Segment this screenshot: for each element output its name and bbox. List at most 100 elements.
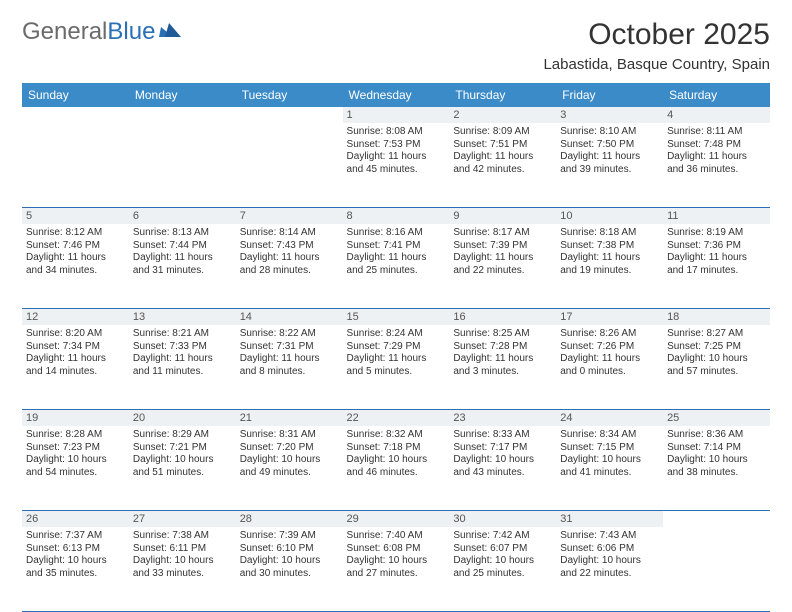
day-number: 11 [663,208,770,224]
day-detail: Sunrise: 8:27 AMSunset: 7:25 PMDaylight:… [663,325,770,409]
calendar-cell: 11Sunrise: 8:19 AMSunset: 7:36 PMDayligh… [663,208,770,309]
daylight1-text: Daylight: 11 hours [560,151,659,164]
sunset-text: Sunset: 7:31 PM [240,341,339,354]
sunset-text: Sunset: 7:14 PM [667,442,766,455]
day-number: 1 [343,107,450,123]
day-number: 10 [556,208,663,224]
sunrise-text: Sunrise: 8:16 AM [347,227,446,240]
calendar-cell [663,511,770,612]
daylight2-text: and 14 minutes. [26,366,125,379]
day-detail: Sunrise: 8:26 AMSunset: 7:26 PMDaylight:… [556,325,663,409]
sunrise-text: Sunrise: 8:25 AM [453,328,552,341]
day-detail: Sunrise: 7:42 AMSunset: 6:07 PMDaylight:… [449,527,556,611]
calendar-cell: 27Sunrise: 7:38 AMSunset: 6:11 PMDayligh… [129,511,236,612]
calendar-cell: 12Sunrise: 8:20 AMSunset: 7:34 PMDayligh… [22,309,129,410]
day-number: 6 [129,208,236,224]
calendar-cell [236,107,343,208]
sunset-text: Sunset: 7:43 PM [240,240,339,253]
day-detail: Sunrise: 8:10 AMSunset: 7:50 PMDaylight:… [556,123,663,207]
daylight1-text: Daylight: 10 hours [667,454,766,467]
day-number: 9 [449,208,556,224]
calendar-week-row: 19Sunrise: 8:28 AMSunset: 7:23 PMDayligh… [22,410,770,511]
daylight1-text: Daylight: 11 hours [560,252,659,265]
sunset-text: Sunset: 6:13 PM [26,543,125,556]
day-detail [22,111,129,195]
calendar-cell: 14Sunrise: 8:22 AMSunset: 7:31 PMDayligh… [236,309,343,410]
day-detail: Sunrise: 8:18 AMSunset: 7:38 PMDaylight:… [556,224,663,308]
daylight2-text: and 41 minutes. [560,467,659,480]
calendar-cell: 23Sunrise: 8:33 AMSunset: 7:17 PMDayligh… [449,410,556,511]
daylight2-text: and 3 minutes. [453,366,552,379]
calendar-cell: 1Sunrise: 8:08 AMSunset: 7:53 PMDaylight… [343,107,450,208]
day-detail: Sunrise: 8:32 AMSunset: 7:18 PMDaylight:… [343,426,450,510]
sunset-text: Sunset: 7:18 PM [347,442,446,455]
daylight1-text: Daylight: 10 hours [453,454,552,467]
day-detail: Sunrise: 8:24 AMSunset: 7:29 PMDaylight:… [343,325,450,409]
daylight1-text: Daylight: 11 hours [26,353,125,366]
brand-word1: General [22,18,107,46]
day-detail: Sunrise: 8:20 AMSunset: 7:34 PMDaylight:… [22,325,129,409]
sunrise-text: Sunrise: 8:13 AM [133,227,232,240]
day-number: 19 [22,410,129,426]
daylight2-text: and 22 minutes. [453,265,552,278]
daylight2-text: and 25 minutes. [453,568,552,581]
day-detail: Sunrise: 8:12 AMSunset: 7:46 PMDaylight:… [22,224,129,308]
day-number: 25 [663,410,770,426]
daylight2-text: and 39 minutes. [560,164,659,177]
calendar-table: Sunday Monday Tuesday Wednesday Thursday… [22,83,770,612]
calendar-cell: 7Sunrise: 8:14 AMSunset: 7:43 PMDaylight… [236,208,343,309]
daylight2-text: and 43 minutes. [453,467,552,480]
calendar-week-row: 5Sunrise: 8:12 AMSunset: 7:46 PMDaylight… [22,208,770,309]
calendar-cell: 16Sunrise: 8:25 AMSunset: 7:28 PMDayligh… [449,309,556,410]
daylight2-text: and 27 minutes. [347,568,446,581]
daylight1-text: Daylight: 10 hours [347,454,446,467]
sunset-text: Sunset: 7:34 PM [26,341,125,354]
day-detail: Sunrise: 8:33 AMSunset: 7:17 PMDaylight:… [449,426,556,510]
day-header: Sunday [22,83,129,107]
sunset-text: Sunset: 7:53 PM [347,139,446,152]
brand-mark-icon [159,18,185,46]
daylight2-text: and 19 minutes. [560,265,659,278]
day-detail: Sunrise: 8:28 AMSunset: 7:23 PMDaylight:… [22,426,129,510]
sunrise-text: Sunrise: 8:12 AM [26,227,125,240]
daylight1-text: Daylight: 10 hours [560,454,659,467]
calendar-week-row: 1Sunrise: 8:08 AMSunset: 7:53 PMDaylight… [22,107,770,208]
sunset-text: Sunset: 7:48 PM [667,139,766,152]
day-header: Thursday [449,83,556,107]
daylight2-text: and 38 minutes. [667,467,766,480]
day-number: 22 [343,410,450,426]
sunrise-text: Sunrise: 8:10 AM [560,126,659,139]
daylight2-text: and 31 minutes. [133,265,232,278]
calendar-cell: 8Sunrise: 8:16 AMSunset: 7:41 PMDaylight… [343,208,450,309]
day-number: 23 [449,410,556,426]
brand-word2: Blue [107,18,155,46]
day-number: 2 [449,107,556,123]
daylight1-text: Daylight: 11 hours [133,252,232,265]
day-number: 7 [236,208,343,224]
sunrise-text: Sunrise: 8:20 AM [26,328,125,341]
daylight1-text: Daylight: 10 hours [347,555,446,568]
daylight2-text: and 25 minutes. [347,265,446,278]
day-detail [663,515,770,599]
day-header: Saturday [663,83,770,107]
sunset-text: Sunset: 7:39 PM [453,240,552,253]
sunset-text: Sunset: 7:44 PM [133,240,232,253]
calendar-week-row: 12Sunrise: 8:20 AMSunset: 7:34 PMDayligh… [22,309,770,410]
day-detail: Sunrise: 8:08 AMSunset: 7:53 PMDaylight:… [343,123,450,207]
day-detail: Sunrise: 8:22 AMSunset: 7:31 PMDaylight:… [236,325,343,409]
daylight1-text: Daylight: 11 hours [667,151,766,164]
daylight1-text: Daylight: 10 hours [453,555,552,568]
brand-logo: GeneralBlue [22,18,185,46]
daylight2-text: and 45 minutes. [347,164,446,177]
daylight1-text: Daylight: 11 hours [560,353,659,366]
daylight1-text: Daylight: 10 hours [240,454,339,467]
sunset-text: Sunset: 6:07 PM [453,543,552,556]
day-number: 30 [449,511,556,527]
calendar-cell: 9Sunrise: 8:17 AMSunset: 7:39 PMDaylight… [449,208,556,309]
calendar-cell: 28Sunrise: 7:39 AMSunset: 6:10 PMDayligh… [236,511,343,612]
day-detail: Sunrise: 8:21 AMSunset: 7:33 PMDaylight:… [129,325,236,409]
day-detail: Sunrise: 8:25 AMSunset: 7:28 PMDaylight:… [449,325,556,409]
calendar-cell: 10Sunrise: 8:18 AMSunset: 7:38 PMDayligh… [556,208,663,309]
sunset-text: Sunset: 7:33 PM [133,341,232,354]
daylight1-text: Daylight: 11 hours [347,151,446,164]
